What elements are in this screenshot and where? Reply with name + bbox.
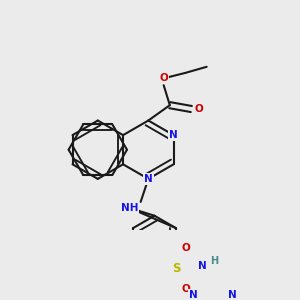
Text: N: N [144, 174, 153, 184]
Text: O: O [159, 73, 168, 83]
Text: NH: NH [121, 203, 139, 213]
Text: N: N [228, 290, 237, 300]
Text: N: N [189, 290, 197, 300]
Text: N: N [199, 261, 207, 272]
Text: O: O [195, 104, 203, 114]
Text: O: O [182, 284, 190, 294]
Text: O: O [182, 243, 190, 253]
Text: H: H [210, 256, 218, 266]
Text: N: N [169, 130, 178, 140]
Text: S: S [172, 262, 180, 275]
